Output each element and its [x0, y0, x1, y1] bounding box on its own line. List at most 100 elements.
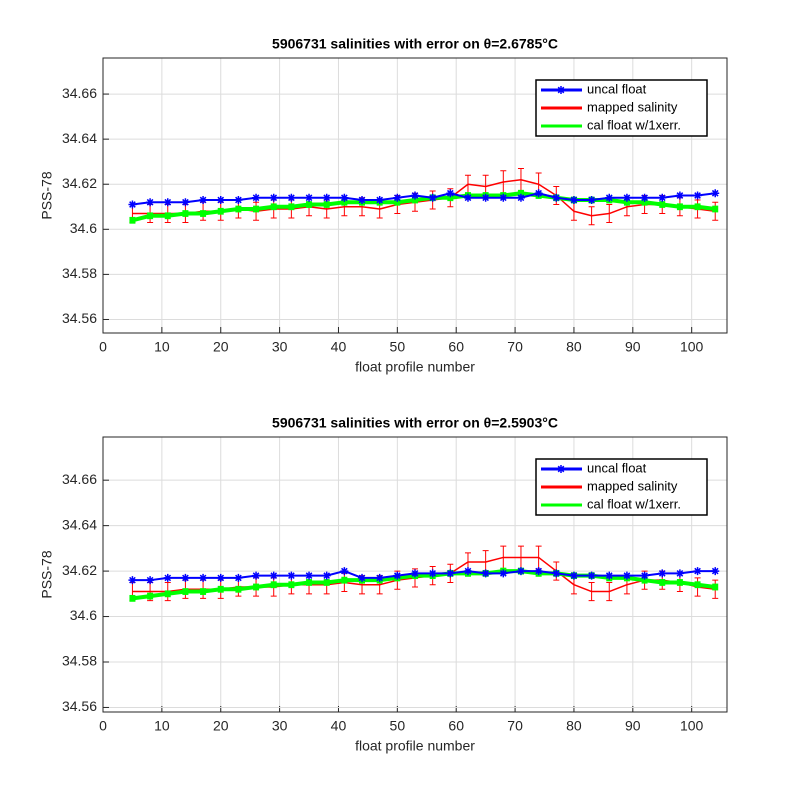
- point-marker: [181, 573, 190, 582]
- x-tick-label: 50: [390, 718, 406, 734]
- series-line: [131, 191, 716, 223]
- point-marker: [552, 193, 561, 202]
- point-marker: [640, 193, 649, 202]
- point-marker: [622, 571, 631, 580]
- x-tick-label: 70: [507, 339, 523, 355]
- x-tick-label: 30: [272, 718, 288, 734]
- point-marker: [605, 193, 614, 202]
- point-marker: [358, 573, 367, 582]
- point-marker: [411, 191, 419, 200]
- point-marker: [428, 193, 437, 202]
- y-tick-label: 34.56: [62, 698, 97, 714]
- point-marker: [163, 573, 172, 582]
- point-marker: [411, 569, 419, 578]
- point-marker: [446, 189, 455, 198]
- point-marker: [287, 571, 296, 580]
- point-marker: [463, 193, 472, 202]
- x-tick-label: 30: [272, 339, 288, 355]
- x-tick-label: 100: [680, 339, 704, 355]
- y-tick-label: 34.56: [62, 310, 97, 326]
- point-marker: [587, 196, 596, 205]
- y-tick-label: 34.64: [62, 130, 97, 146]
- point-marker: [269, 193, 278, 202]
- x-tick-label: 10: [154, 718, 170, 734]
- x-tick-label: 50: [390, 339, 406, 355]
- x-tick-label: 40: [331, 339, 347, 355]
- point-marker: [252, 571, 261, 580]
- x-tick-label: 80: [566, 339, 582, 355]
- point-marker: [711, 189, 720, 198]
- point-marker: [234, 573, 243, 582]
- x-tick-label: 70: [507, 718, 523, 734]
- point-marker: [428, 569, 437, 578]
- point-marker: [393, 193, 402, 202]
- point-marker: [199, 573, 208, 582]
- x-tick-label: 20: [213, 718, 229, 734]
- point-marker: [569, 571, 578, 580]
- point-marker: [234, 196, 243, 205]
- point-marker: [463, 567, 472, 576]
- x-tick-label: 0: [99, 339, 107, 355]
- point-marker: [393, 571, 402, 580]
- point-marker: [569, 196, 578, 205]
- x-tick-label: 10: [154, 339, 170, 355]
- point-marker: [552, 569, 561, 578]
- point-marker: [322, 571, 331, 580]
- point-marker: [181, 198, 190, 207]
- axes-box: [102, 57, 728, 334]
- point-marker: [375, 196, 384, 205]
- point-marker: [252, 193, 261, 202]
- y-tick-label: 34.62: [62, 562, 97, 578]
- point-marker: [146, 576, 155, 585]
- point-marker: [516, 567, 525, 576]
- legend-label: uncal float: [587, 460, 647, 475]
- point-marker: [658, 193, 667, 202]
- y-axis-label: PSS-78: [39, 171, 55, 219]
- point-marker: [340, 193, 349, 202]
- point-marker: [499, 193, 508, 202]
- point-marker: [163, 198, 172, 207]
- point-marker: [199, 196, 208, 205]
- x-tick-label: 100: [680, 718, 704, 734]
- point-marker: [128, 200, 137, 209]
- x-tick-label: 90: [625, 339, 641, 355]
- x-axis-label: float profile number: [355, 738, 475, 754]
- series-line: [132, 570, 716, 582]
- point-marker: [128, 576, 137, 585]
- x-tick-label: 90: [625, 718, 641, 734]
- point-marker: [658, 569, 667, 578]
- point-marker: [622, 193, 631, 202]
- point-marker: [587, 571, 596, 580]
- x-tick-label: 40: [331, 718, 347, 734]
- point-marker: [446, 569, 455, 578]
- point-marker: [675, 569, 684, 578]
- legend-marker: [557, 465, 565, 473]
- point-marker: [534, 189, 543, 198]
- x-tick-label: 20: [213, 339, 229, 355]
- series-line: [132, 569, 716, 601]
- legend-marker: [557, 86, 565, 94]
- chart-title: 5906731 salinities with error on θ=2.678…: [272, 36, 558, 52]
- point-marker: [711, 567, 720, 576]
- chart-title: 5906731 salinities with error on θ=2.590…: [272, 415, 558, 431]
- point-marker: [322, 193, 331, 202]
- y-tick-label: 34.62: [62, 175, 97, 191]
- point-marker: [481, 193, 490, 202]
- series-line: [132, 192, 716, 206]
- point-marker: [216, 196, 225, 205]
- y-tick-label: 34.58: [62, 265, 97, 281]
- point-marker: [216, 573, 225, 582]
- point-marker: [534, 567, 543, 576]
- point-marker: [481, 569, 490, 578]
- point-marker: [358, 196, 367, 205]
- point-marker: [693, 191, 702, 200]
- point-marker: [693, 567, 702, 576]
- y-tick-label: 34.58: [62, 653, 97, 669]
- point-marker: [287, 193, 296, 202]
- y-tick-label: 34.6: [70, 220, 97, 236]
- legend-label: mapped salinity: [587, 478, 678, 493]
- point-marker: [675, 191, 684, 200]
- point-marker: [516, 193, 525, 202]
- point-marker: [269, 571, 278, 580]
